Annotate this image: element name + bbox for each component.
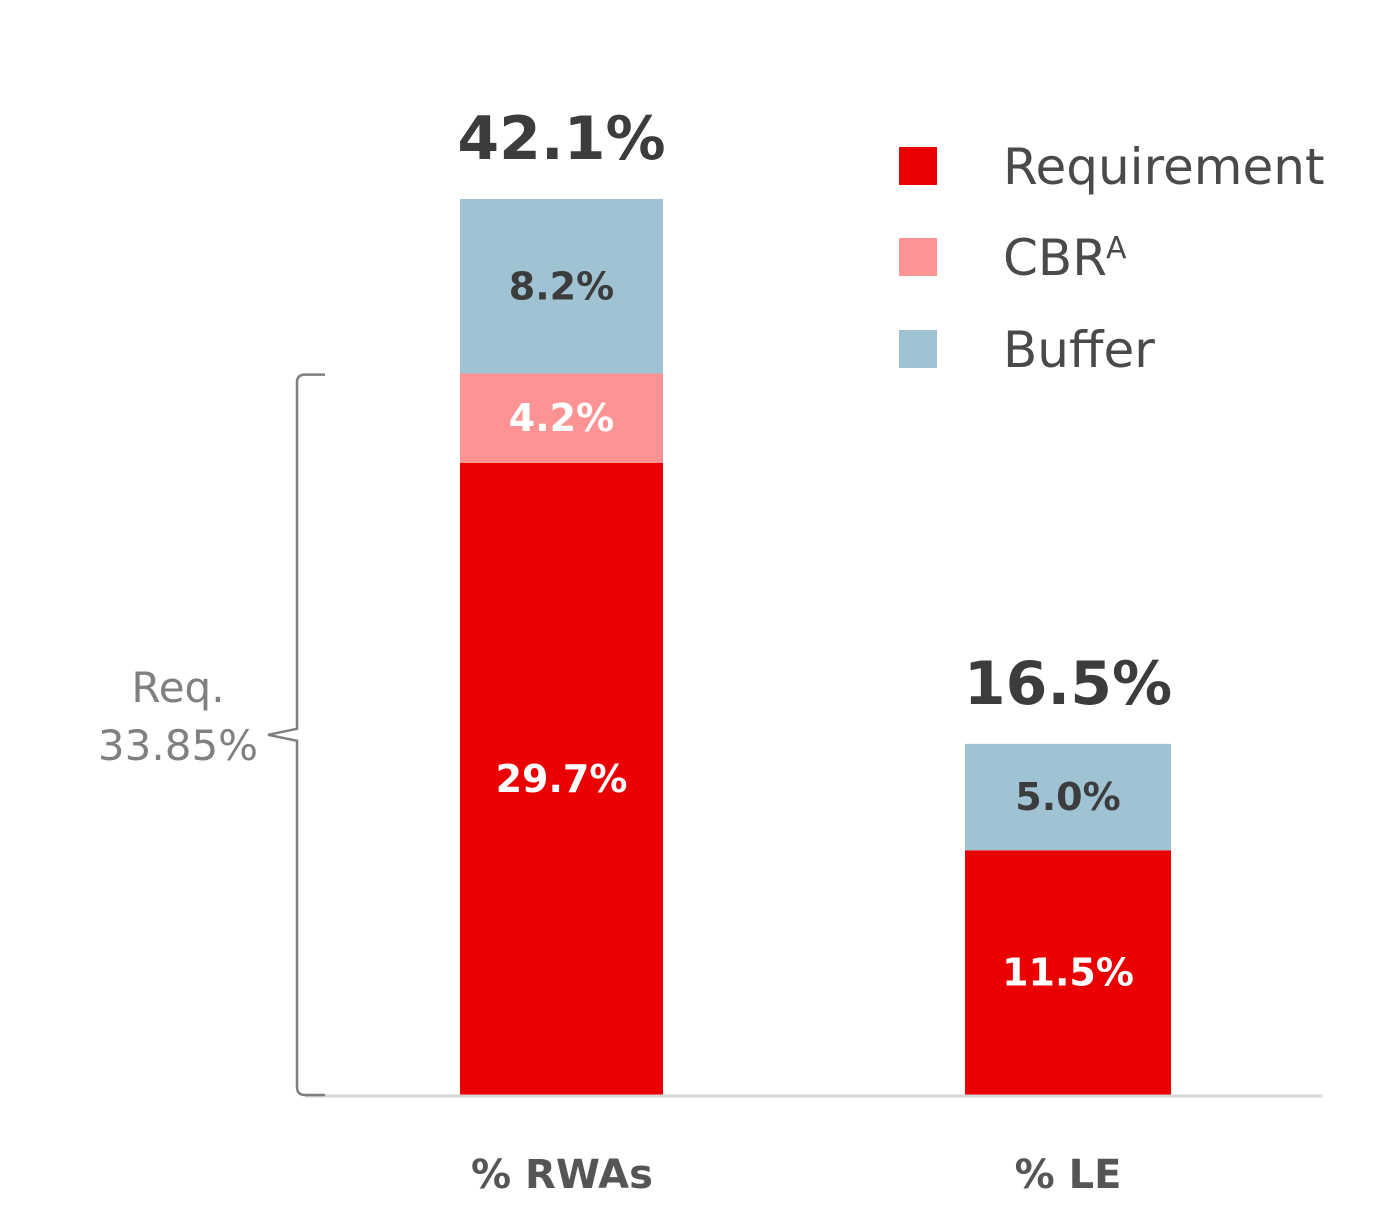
bar-buffer-le bbox=[965, 743, 1171, 851]
bar-buffer-rwas bbox=[460, 199, 663, 374]
bars bbox=[460, 199, 1171, 1095]
legend-swatch-requirement bbox=[899, 147, 937, 185]
bracket-label-line1: Req. bbox=[131, 663, 224, 712]
data-label-requirement-le: 11.5% bbox=[1002, 951, 1134, 995]
bar-cbr-rwas bbox=[460, 373, 663, 463]
legend-label-cbr: CBR bbox=[1003, 229, 1107, 287]
data-label-buffer-le: 5.0% bbox=[1015, 775, 1120, 819]
legend-swatch-buffer bbox=[899, 330, 937, 368]
bar-requirement-le bbox=[965, 850, 1171, 1095]
data-label-buffer-rwas: 8.2% bbox=[509, 264, 614, 308]
legend-swatch-cbr bbox=[899, 238, 937, 276]
labels: 29.7% 4.2% 8.2% 42.1% 11.5% 5.0% 16.5% bbox=[457, 104, 1172, 995]
data-label-requirement-rwas: 29.7% bbox=[496, 757, 628, 801]
bar-requirement-rwas bbox=[460, 462, 663, 1095]
category-label-le: % LE bbox=[1015, 1152, 1122, 1198]
requirement-bracket bbox=[267, 373, 325, 1097]
legend-superscript-cbr: A bbox=[1106, 231, 1127, 266]
total-label-rwas: 42.1% bbox=[457, 104, 665, 174]
legend-label-buffer: Buffer bbox=[1003, 321, 1155, 379]
category-label-rwas: % RWAs bbox=[471, 1152, 653, 1198]
legend: Requirement CBR A Buffer bbox=[899, 138, 1325, 379]
data-label-cbr-rwas: 4.2% bbox=[509, 396, 614, 440]
total-label-le: 16.5% bbox=[964, 649, 1172, 719]
legend-label-requirement: Requirement bbox=[1003, 138, 1325, 196]
bracket-label-line2: 33.85% bbox=[98, 721, 258, 770]
